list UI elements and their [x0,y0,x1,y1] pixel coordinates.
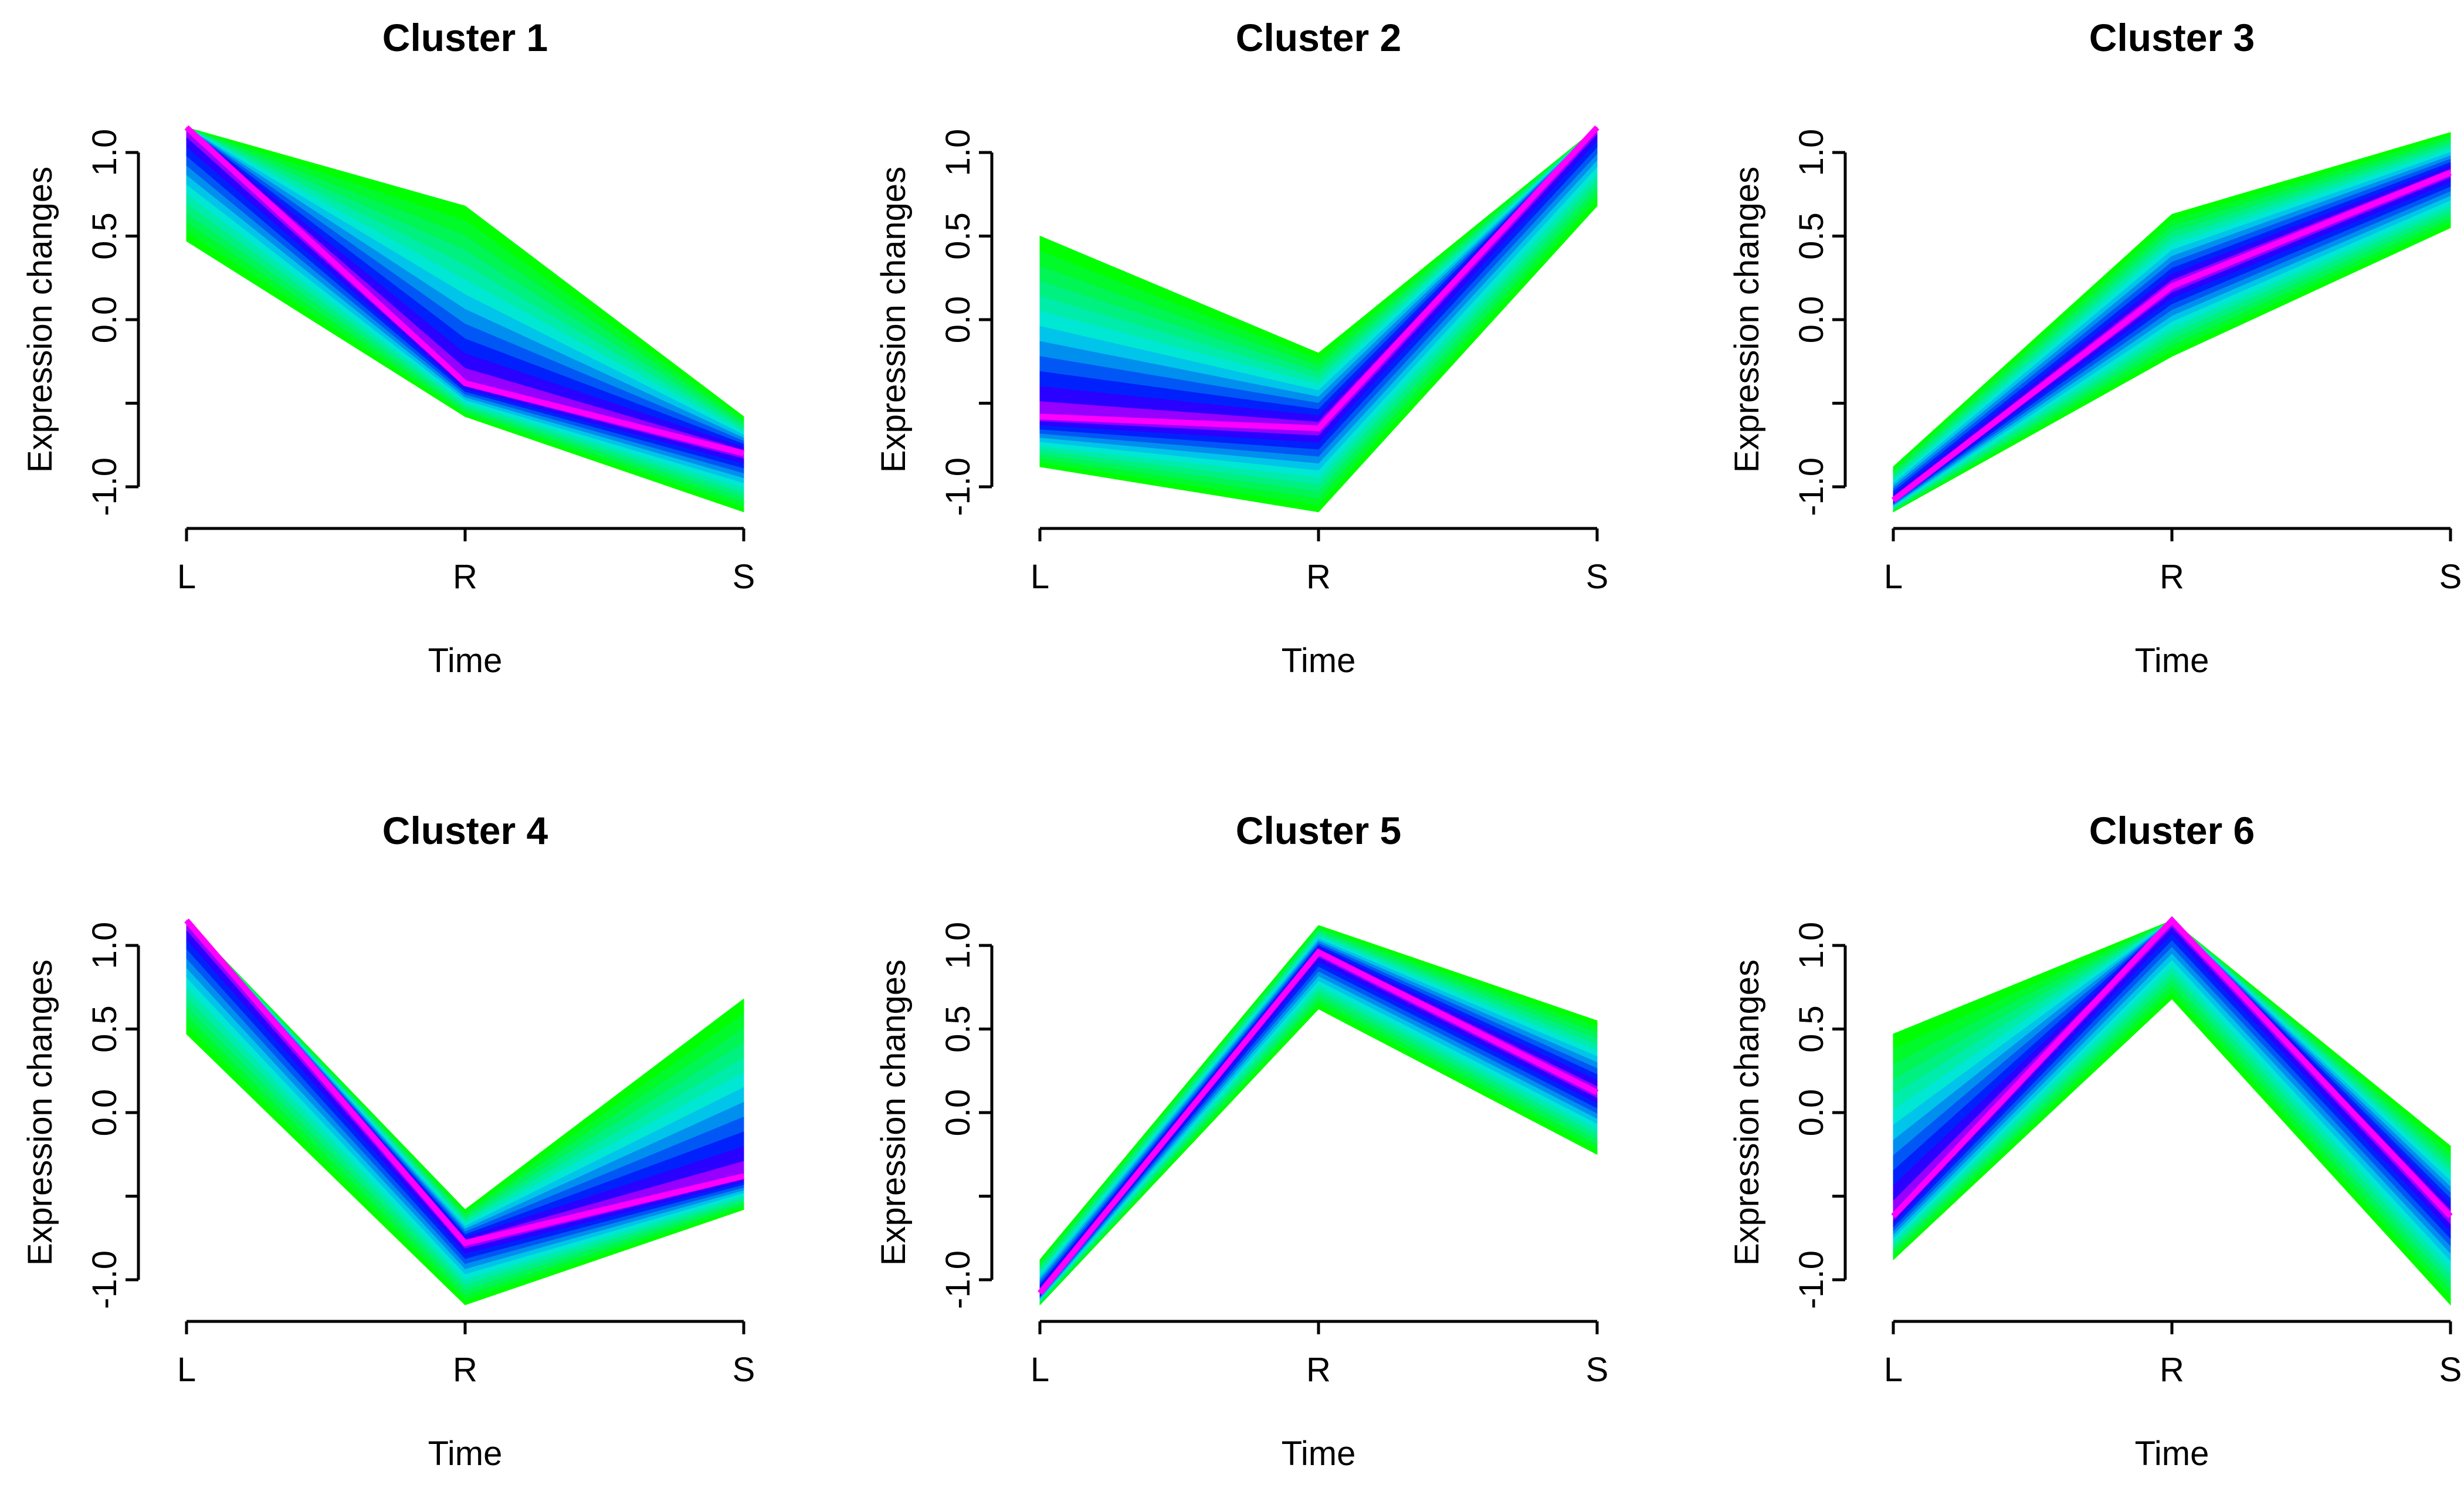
x-axis-label: Time [2135,642,2209,680]
band-layer [186,919,744,1259]
y-axis-label: Expression changes [875,167,913,473]
y-axis-label: Expression changes [875,960,913,1266]
chart-title: Cluster 1 [382,16,548,59]
band-layer [186,919,744,1254]
core-line [1891,169,2452,503]
x-axis-label: Time [2135,1435,2209,1473]
core-line [184,125,745,456]
band-3 [1893,132,2451,513]
y-tick-label: -1.0 [939,457,977,516]
chart-panel-5: -1.0 0.0 0.5 1.0 Expression changes L R S Time Cl… [875,809,1608,1473]
x-tick-label: S [733,1351,755,1389]
y-axis-label: Expression changes [1728,167,1766,473]
x-tick-label: L [1884,558,1903,596]
y-tick-label: 0.0 [939,296,977,344]
band-6 [1893,920,2451,1306]
band-layer [1893,158,2451,505]
band-layer [1039,934,1598,1302]
y-tick-label: 0.5 [939,1005,977,1053]
chart-panel-4: -1.0 0.0 0.5 1.0 Expression changes L R S Time Cl… [21,809,755,1473]
y-tick-label: 0.0 [939,1089,977,1137]
chart-title: Cluster 2 [1236,16,1401,59]
chart-title: Cluster 5 [1236,809,1401,852]
x-tick-label: R [2160,558,2184,596]
band-layer [1039,947,1598,1296]
core-line [1038,948,1599,1295]
x-tick-label: R [1306,558,1331,596]
x-tick-label: R [2160,1351,2184,1389]
x-axis-label: Time [1282,1435,1356,1473]
band-layer [186,127,744,459]
y-tick-label: 1.0 [939,129,977,177]
y-tick-label: 1.0 [939,922,977,969]
band-layer [1039,945,1598,1297]
y-tick-label: 0.5 [1792,212,1831,260]
x-tick-label: R [453,1351,477,1389]
band-layer [186,919,744,1264]
band-layer [1039,127,1598,436]
x-tick-label: S [2439,1351,2462,1389]
y-tick-label: 0.5 [1792,1005,1831,1053]
y-tick-label: 0.0 [86,296,124,344]
band-4 [186,919,744,1306]
y-tick-label: 0.0 [1792,296,1831,344]
x-tick-label: S [1586,1351,1609,1389]
x-tick-label: L [1031,1351,1049,1389]
band-layer [1039,127,1598,464]
band-layer [1893,168,2451,502]
core-line [184,918,745,1246]
y-tick-label: 0.5 [86,212,124,260]
x-axis-label: Time [1282,642,1356,680]
chart-title: Cluster 3 [2089,16,2255,59]
core-line [1039,125,1599,432]
x-tick-label: L [1031,558,1049,596]
band-1 [186,127,744,513]
x-tick-label: R [1306,1351,1331,1389]
y-tick-label: -1.0 [1792,457,1831,516]
chart-title: Cluster 4 [382,809,548,852]
x-axis-label: Time [428,1435,503,1473]
chart-panel-2: -1.0 0.0 0.5 1.0 Expression changes L R S Time Cl… [875,16,1608,680]
chart-panel-3: -1.0 0.0 0.5 1.0 Expression changes L R S Time Cl… [1728,16,2462,680]
y-tick-label: 0.5 [86,1005,124,1053]
chart-panel-1: -1.0 0.0 0.5 1.0 Expression changes L R S Time Cl… [21,16,755,680]
band-5 [1039,925,1598,1306]
x-tick-label: S [733,558,755,596]
y-tick-label: 0.0 [1792,1089,1831,1137]
y-tick-label: 1.0 [1792,922,1831,969]
y-axis-label: Expression changes [21,167,59,473]
y-tick-label: 1.0 [1792,129,1831,177]
x-tick-label: L [177,1351,196,1389]
y-tick-label: 0.0 [86,1089,124,1137]
band-layer [186,127,744,473]
x-tick-label: L [177,558,196,596]
chart-title: Cluster 6 [2089,809,2255,852]
chart-panel-6: -1.0 0.0 0.5 1.0 Expression changes L R S Time Cl… [1728,809,2462,1473]
band-2 [1039,127,1598,513]
y-tick-label: 0.5 [939,212,977,260]
band-layer [186,127,744,464]
y-tick-label: -1.0 [86,457,124,516]
y-tick-label: 1.0 [86,129,124,177]
y-tick-label: -1.0 [1792,1250,1831,1309]
y-tick-label: 1.0 [86,922,124,969]
y-tick-label: -1.0 [939,1250,977,1309]
y-axis-label: Expression changes [21,960,59,1266]
core-line [1891,916,2453,1219]
y-tick-label: -1.0 [86,1250,124,1309]
x-tick-label: R [453,558,477,596]
x-tick-label: S [2439,558,2462,596]
x-tick-label: L [1884,1351,1903,1389]
y-axis-label: Expression changes [1728,960,1766,1266]
x-axis-label: Time [428,642,503,680]
x-tick-label: S [1586,558,1609,596]
